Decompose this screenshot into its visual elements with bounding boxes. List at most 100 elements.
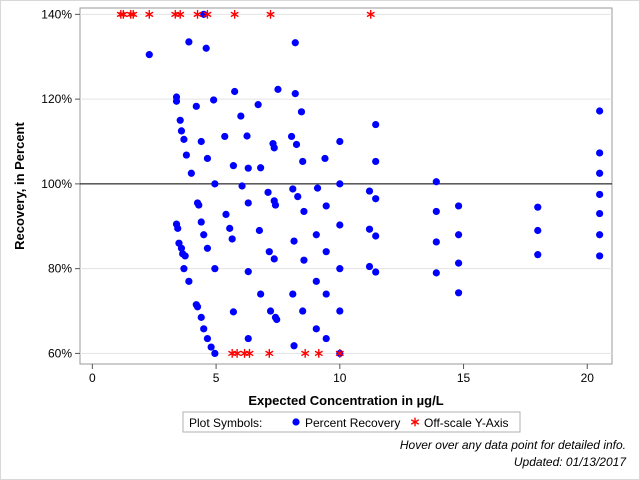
percent-recovery-point [193,303,202,311]
percent-recovery-point [244,164,252,172]
percent-recovery-point [313,184,322,192]
percent-recovery-point [291,39,299,47]
percent-recovery-point [336,137,344,146]
percent-recovery-point [145,51,153,59]
percent-recovery-point [336,265,344,273]
off-scale-point [193,9,202,19]
x-tick-label: 5 [213,371,220,385]
percent-recovery-point [372,268,380,276]
percent-recovery-point [266,307,275,315]
percent-recovery-point [372,232,380,240]
y-tick-label: 100% [41,177,72,191]
percent-recovery-point [297,108,306,116]
off-scale-point [119,9,128,19]
percent-recovery-point [200,231,208,239]
x-tick-label: 15 [457,371,471,385]
percent-recovery-point [312,325,320,333]
off-scale-point [203,9,212,19]
percent-recovery-point [300,207,308,216]
percent-recovery-point [185,38,193,46]
off-scale-point [366,9,375,19]
x-axis: 0 5 10 15 20 [89,364,594,385]
y-axis: 60% 80% 100% 120% 140% [41,7,80,360]
percent-recovery-point [200,325,208,333]
x-tick-label: 0 [89,371,96,385]
percent-recovery-point [596,231,604,239]
percent-recovery-point [210,96,218,104]
percent-recovery-point [596,107,604,115]
percent-recovery-point [322,334,330,343]
percent-recovery-point [372,157,380,166]
percent-recovery-point [244,268,252,276]
legend: Plot Symbols: Percent Recovery Off-scale … [182,411,521,433]
percent-recovery-point [271,201,280,209]
percent-recovery-point [203,244,212,252]
percent-recovery-point [322,202,330,210]
percent-recovery-point [177,127,186,135]
y-axis-label: Recovery, in Percent [12,122,27,250]
percent-recovery-point [207,343,215,351]
percent-recovery-point [299,157,307,166]
percent-recovery-point [274,85,282,93]
percent-recovery-point [264,188,272,196]
percent-recovery-point [287,132,296,141]
percent-recovery-point [289,290,297,298]
percent-recovery-point [177,244,186,252]
off-scale-point [145,9,154,19]
percent-recovery-point [534,251,542,259]
off-scale-point [176,9,185,19]
percent-recovery-point [180,265,188,273]
percent-recovery-point [254,101,262,109]
percent-recovery-point [336,307,344,315]
percent-recovery-point [294,192,302,201]
percent-recovery-point [255,226,263,235]
percent-recovery-point [365,262,374,271]
off-scale-point [129,9,138,19]
percent-recovery-point [197,313,205,321]
plot-area [79,7,613,365]
percent-recovery-point [289,185,297,193]
percent-recovery-point [312,277,320,285]
legend-circle-icon [292,418,300,426]
percent-recovery-point [322,248,330,256]
percent-recovery-point [432,207,440,216]
percent-recovery-point [187,169,195,177]
percent-recovery-point [300,256,308,264]
percent-recovery-point [203,154,212,163]
percent-recovery-point [290,237,298,245]
percent-recovery-point [270,255,278,263]
percent-recovery-point [192,102,200,110]
off-scale-point [233,348,242,358]
x-tick-label: 20 [581,371,595,385]
percent-recovery-point [174,224,182,232]
percent-recovery-point [454,202,463,210]
percent-recovery-point [180,135,188,143]
percent-recovery-point [312,231,320,239]
percent-recovery-point [211,349,219,358]
percent-recovery-point [372,120,380,129]
off-scale-point [245,348,254,358]
hover-note: Hover over any data point for detailed i… [399,438,626,452]
legend-title: Plot Symbols: [189,416,262,430]
percent-recovery-point [211,265,219,273]
x-axis-label: Expected Concentration in µg/L [248,393,443,408]
percent-recovery-point [257,290,265,298]
percent-recovery-point [299,307,307,315]
percent-recovery-point [202,44,210,52]
percent-recovery-point [222,210,230,218]
y-tick-label: 60% [48,346,72,360]
percent-recovery-point [596,149,604,157]
percent-recovery-point [197,137,205,146]
off-scale-point [265,348,274,358]
percent-recovery-point [365,187,374,195]
percent-recovery-point [432,269,440,277]
percent-recovery-point [336,221,344,229]
percent-recovery-point [322,290,330,298]
percent-recovery-point [182,151,190,159]
percent-recovery-point [181,252,189,260]
data-points [116,9,604,358]
percent-recovery-point [185,277,193,285]
percent-recovery-point [454,289,463,297]
percent-recovery-point [257,164,265,172]
percent-recovery-point [454,259,463,267]
